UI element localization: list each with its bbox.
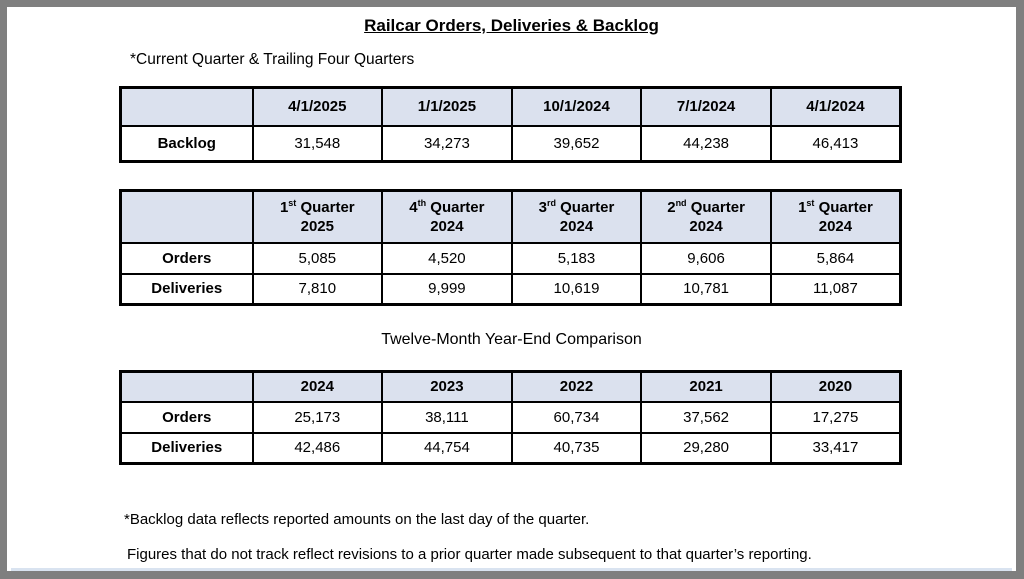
section-title-year-end: Twelve-Month Year-End Comparison [381, 331, 642, 348]
cell-value: 11,087 [769, 272, 902, 306]
cell-value: 60,734 [510, 400, 643, 434]
table-row-deliveries: Deliveries 7,810 9,999 10,619 10,781 11,… [119, 272, 902, 306]
cell-value: 40,735 [510, 431, 643, 465]
table-row-backlog: Backlog 31,548 34,273 39,652 44,238 46,4… [119, 124, 902, 163]
cell-value: 44,754 [381, 431, 513, 465]
column-header-date: 1/1/2025 [381, 86, 513, 127]
header-text: 4 [409, 198, 418, 216]
corner-cell [119, 189, 254, 244]
footnote-revisions: Figures that do not track reflect revisi… [127, 546, 812, 563]
header-text: 2 [667, 198, 676, 216]
backlog-table: 4/1/2025 1/1/2025 10/1/2024 7/1/2024 4/1… [119, 86, 902, 163]
row-label: Deliveries [119, 272, 254, 306]
cell-value: 17,275 [769, 400, 902, 434]
column-header-date: 10/1/2024 [510, 86, 643, 127]
header-year: 2024 [430, 217, 464, 235]
row-label: Deliveries [119, 431, 254, 465]
cell-value: 44,238 [640, 124, 772, 163]
cell-value: 25,173 [251, 400, 384, 434]
cell-value: 46,413 [769, 124, 902, 163]
column-header-quarter: 1st Quarter 2024 [769, 189, 902, 244]
cell-value: 33,417 [769, 431, 902, 465]
footnote-backlog: *Backlog data reflects reported amounts … [124, 511, 590, 528]
header-text: 1 [798, 198, 807, 216]
cell-value: 38,111 [381, 400, 513, 434]
cell-value: 4,520 [381, 241, 513, 275]
cell-value: 31,548 [251, 124, 384, 163]
column-header-quarter: 4th Quarter 2024 [381, 189, 513, 244]
row-label: Orders [119, 241, 254, 275]
column-header-year: 2024 [251, 370, 384, 403]
subtitle-current-quarter: *Current Quarter & Trailing Four Quarter… [130, 51, 415, 68]
cell-value: 9,606 [640, 241, 772, 275]
cell-value: 5,183 [510, 241, 643, 275]
page-title: Railcar Orders, Deliveries & Backlog [364, 16, 659, 35]
column-header-date: 7/1/2024 [640, 86, 772, 127]
year-end-header-row: 2024 2023 2022 2021 2020 [119, 370, 902, 403]
corner-cell [119, 86, 254, 127]
header-year: 2024 [559, 217, 594, 235]
cell-value: 7,810 [251, 272, 384, 306]
document-page: Railcar Orders, Deliveries & Backlog *Cu… [7, 7, 1016, 571]
column-header-year: 2023 [381, 370, 513, 403]
header-text: Quarter [555, 198, 615, 216]
quarterly-table: 1st Quarter 2025 4th Quarter 2024 3rd Quar… [119, 189, 902, 306]
row-label: Backlog [119, 124, 254, 163]
ordinal-suffix: nd [675, 197, 687, 208]
cell-value: 5,085 [251, 241, 384, 275]
quarterly-header-row: 1st Quarter 2025 4th Quarter 2024 3rd Quar… [119, 189, 902, 244]
header-year: 2024 [818, 217, 853, 235]
header-text: Quarter [814, 198, 873, 216]
ordinal-suffix: rd [546, 197, 556, 208]
column-header-year: 2022 [510, 370, 643, 403]
corner-cell [119, 370, 254, 403]
cell-value: 39,652 [510, 124, 643, 163]
column-header-year: 2021 [640, 370, 772, 403]
header-text: Quarter [296, 198, 355, 216]
header-year: 2025 [300, 217, 334, 235]
ordinal-suffix: th [417, 197, 427, 208]
backlog-header-row: 4/1/2025 1/1/2025 10/1/2024 7/1/2024 4/1… [119, 86, 902, 127]
ordinal-suffix: st [288, 197, 297, 208]
row-label: Orders [119, 400, 254, 434]
table-row-orders: Orders 5,085 4,520 5,183 9,606 5,864 [119, 241, 902, 275]
header-text: Quarter [686, 198, 745, 216]
header-text: 1 [279, 198, 289, 216]
column-header-year: 2020 [769, 370, 902, 403]
year-end-table: 2024 2023 2022 2021 2020 Orders 25,173 3… [119, 370, 902, 465]
cell-value: 10,619 [510, 272, 643, 306]
cutoff-element-edge [11, 568, 1012, 571]
header-text: 3 [538, 198, 547, 216]
header-text: Quarter [426, 198, 485, 216]
column-header-quarter: 3rd Quarter 2024 [510, 189, 643, 244]
column-header-date: 4/1/2024 [769, 86, 902, 127]
column-header-quarter: 2nd Quarter 2024 [640, 189, 772, 244]
ordinal-suffix: st [806, 197, 815, 208]
column-header-quarter: 1st Quarter 2025 [251, 189, 384, 244]
cell-value: 42,486 [251, 431, 384, 465]
cell-value: 34,273 [381, 124, 513, 163]
column-header-date: 4/1/2025 [251, 86, 384, 127]
cell-value: 9,999 [381, 272, 513, 306]
cell-value: 10,781 [640, 272, 772, 306]
cell-value: 37,562 [640, 400, 772, 434]
table-row-deliveries: Deliveries 42,486 44,754 40,735 29,280 3… [119, 431, 902, 465]
header-year: 2024 [689, 217, 723, 235]
cell-value: 5,864 [769, 241, 902, 275]
table-row-orders: Orders 25,173 38,111 60,734 37,562 17,27… [119, 400, 902, 434]
cell-value: 29,280 [640, 431, 772, 465]
